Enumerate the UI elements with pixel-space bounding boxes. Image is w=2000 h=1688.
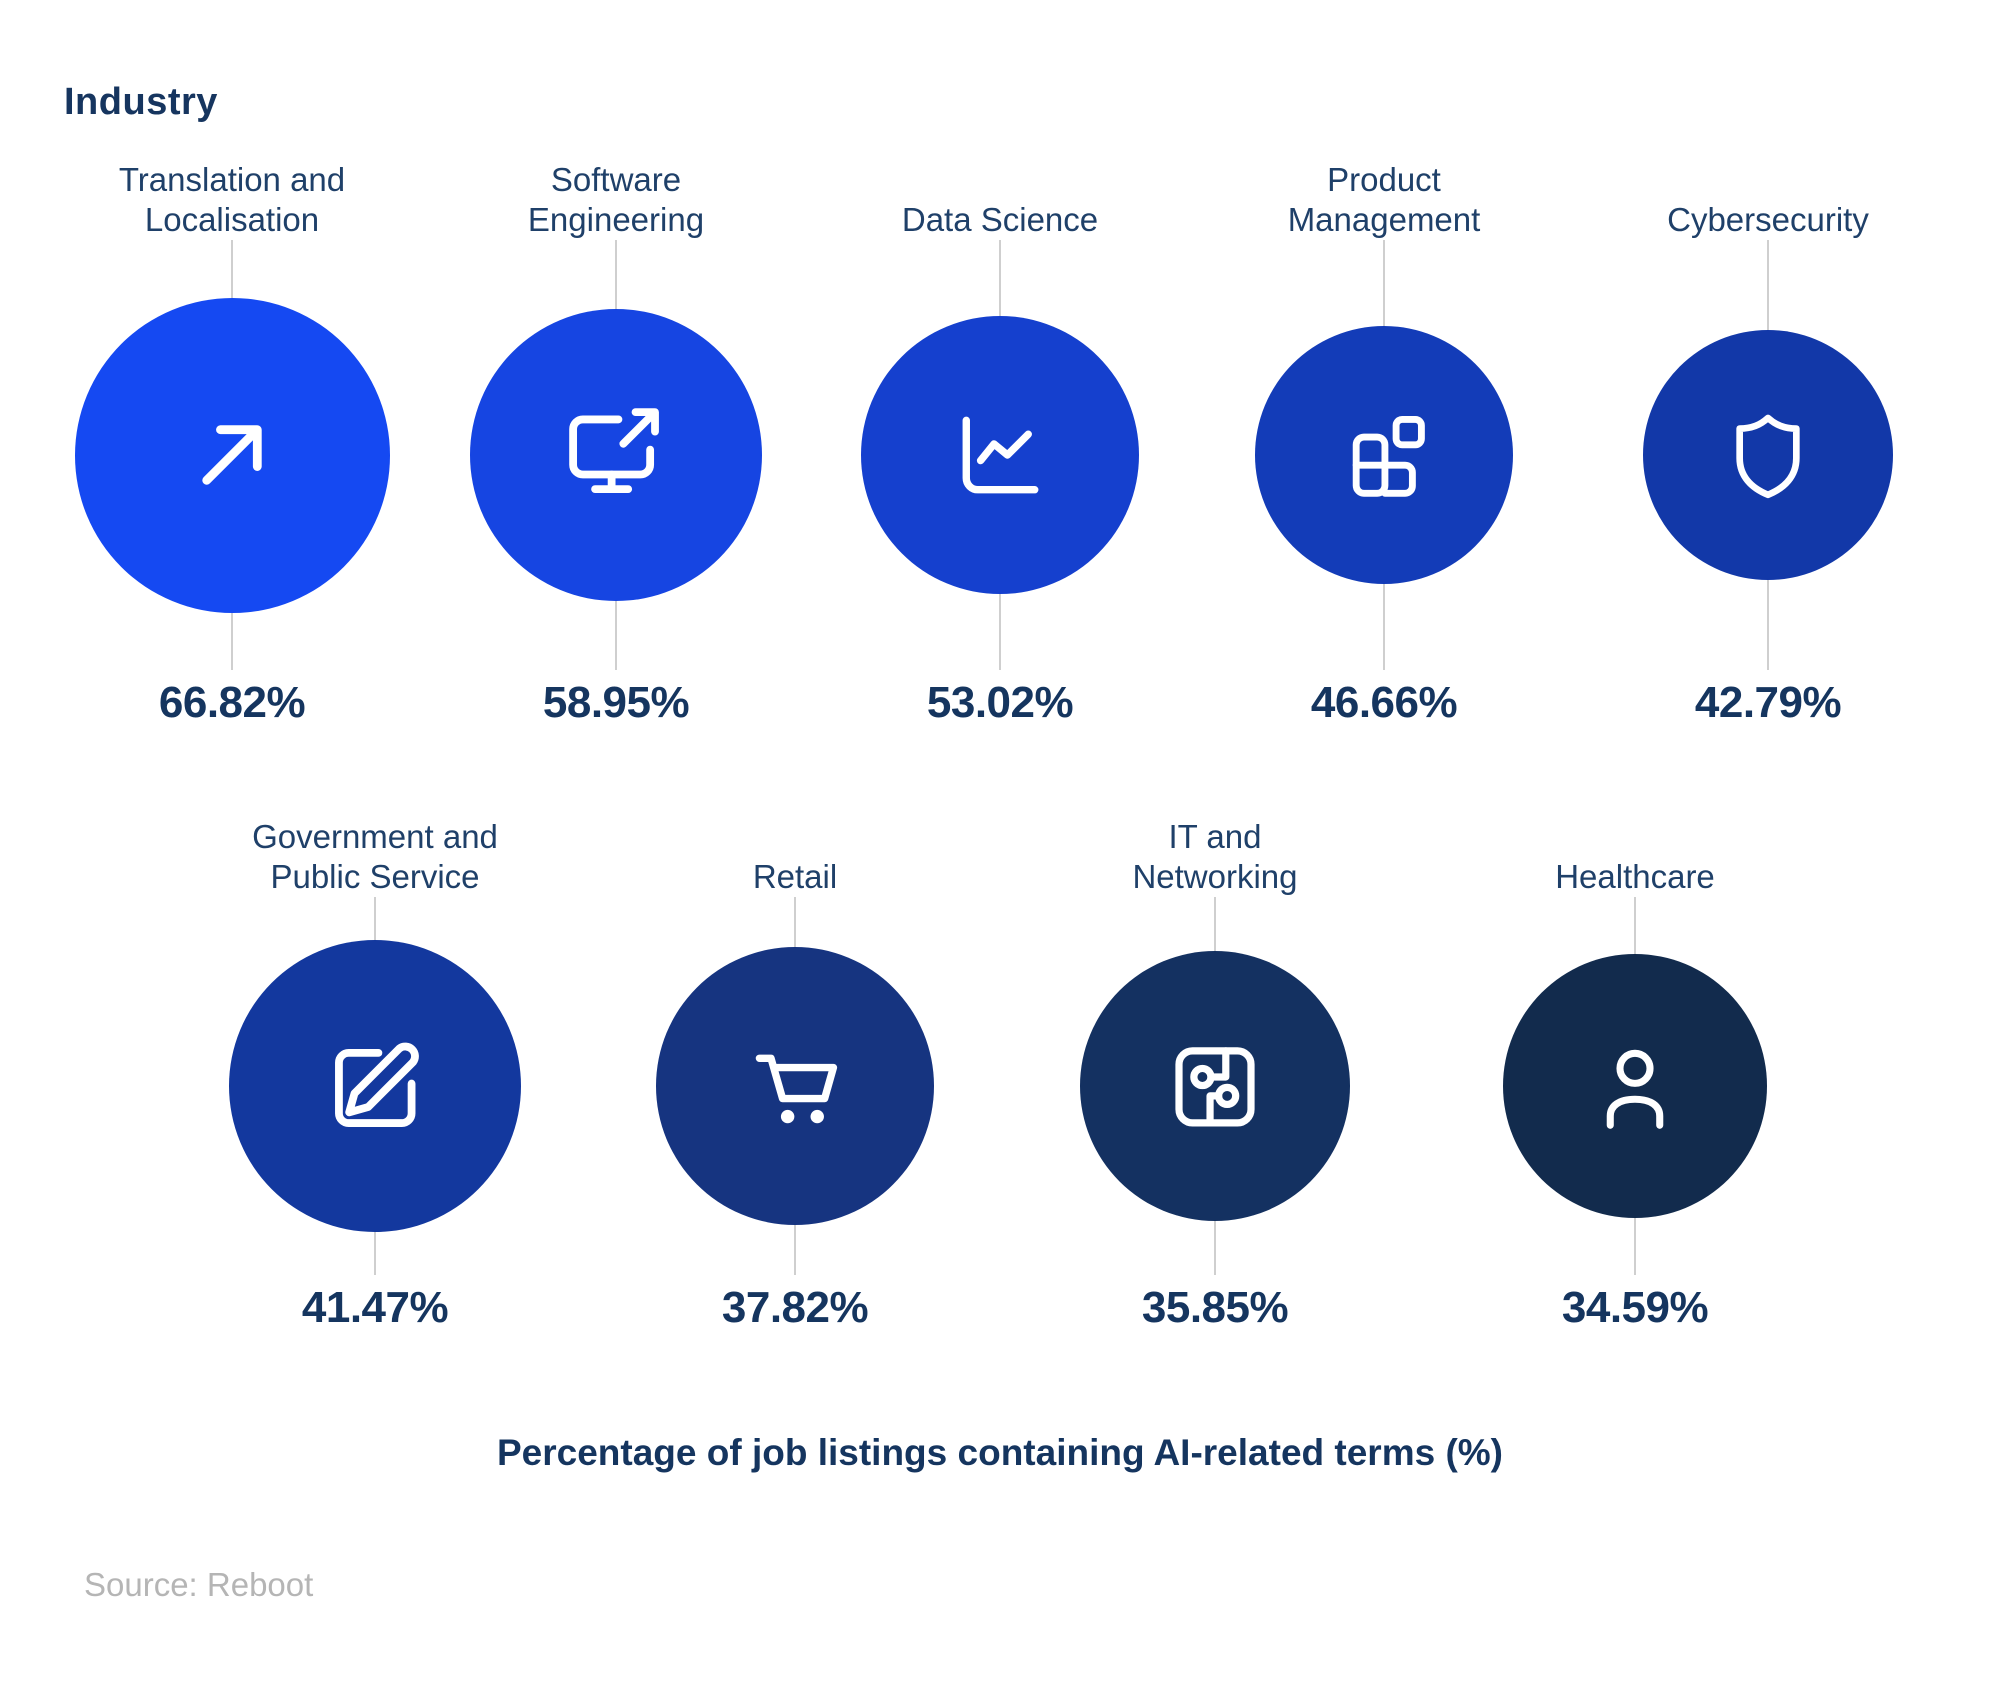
industry-value: 35.85% [1141,1283,1289,1332]
industry-circle [656,947,934,1225]
industry-bubble: Software Engineering 58.95% [424,142,808,728]
industry-circle [74,297,390,613]
bubble-stack [1576,240,1960,670]
industry-circle [229,940,521,1232]
industry-label: Software Engineering [527,160,705,238]
bubble-stack [1192,240,1576,670]
industry-value: 42.79% [1694,678,1842,727]
industry-circle [1503,954,1767,1218]
industry-label: IT and Networking [1132,817,1298,895]
industry-bubble: Healthcare 34.59% [1425,815,1845,1333]
bubble-stack [1005,897,1425,1275]
industry-circle [1643,330,1893,580]
industry-circle [470,309,762,601]
industry-value: 66.82% [158,678,306,727]
circuit-icon [1161,1032,1269,1140]
industry-label: Cybersecurity [1667,200,1869,238]
blocks-icon [1333,404,1436,507]
industry-bubble: Data Science 53.02% [808,142,1192,728]
arrow-up-right-icon [166,389,298,521]
industry-bubble: Product Management 46.66% [1192,142,1576,728]
cart-icon [740,1031,851,1142]
line-chart-icon [945,400,1056,511]
edit-icon [317,1028,434,1145]
user-icon [1582,1033,1688,1139]
industry-value: 37.82% [721,1283,869,1332]
industry-label: Healthcare [1555,857,1715,895]
shield-icon [1718,405,1818,505]
bubble-stack [1425,897,1845,1275]
industry-bubble: Retail 37.82% [585,815,1005,1333]
industry-bubble: Cybersecurity 42.79% [1576,142,1960,728]
monitor-share-icon [558,397,675,514]
industry-value: 34.59% [1561,1283,1709,1332]
page-title: Industry [64,81,218,124]
industry-value: 58.95% [542,678,690,727]
industry-value: 53.02% [926,678,1074,727]
industry-label: Product Management [1287,160,1481,238]
industry-circle [1255,326,1513,584]
industry-label: Government and Public Service [252,817,498,895]
bubble-stack [165,897,585,1275]
chart-caption: Percentage of job listings containing AI… [496,1432,1503,1473]
bubble-stack [585,897,1005,1275]
bubble-stack [424,240,808,670]
industry-label: Retail [752,857,838,895]
industry-value: 46.66% [1310,678,1458,727]
bubble-row-2: Government and Public Service 41.47% Ret… [165,815,1845,1333]
industry-bubble: IT and Networking 35.85% [1005,815,1425,1333]
industry-circle [1080,951,1350,1221]
industry-bubble: Government and Public Service 41.47% [165,815,585,1333]
industry-value: 41.47% [301,1283,449,1332]
bubble-stack [40,240,424,670]
industry-label: Translation and Localisation [118,160,346,238]
bubble-row-1: Translation and Localisation 66.82% Soft… [40,142,1960,728]
source-note: Source: Reboot [84,1566,314,1603]
industry-circle [861,316,1139,594]
industry-label: Data Science [901,200,1099,238]
industry-bubble: Translation and Localisation 66.82% [40,142,424,728]
bubble-stack [808,240,1192,670]
